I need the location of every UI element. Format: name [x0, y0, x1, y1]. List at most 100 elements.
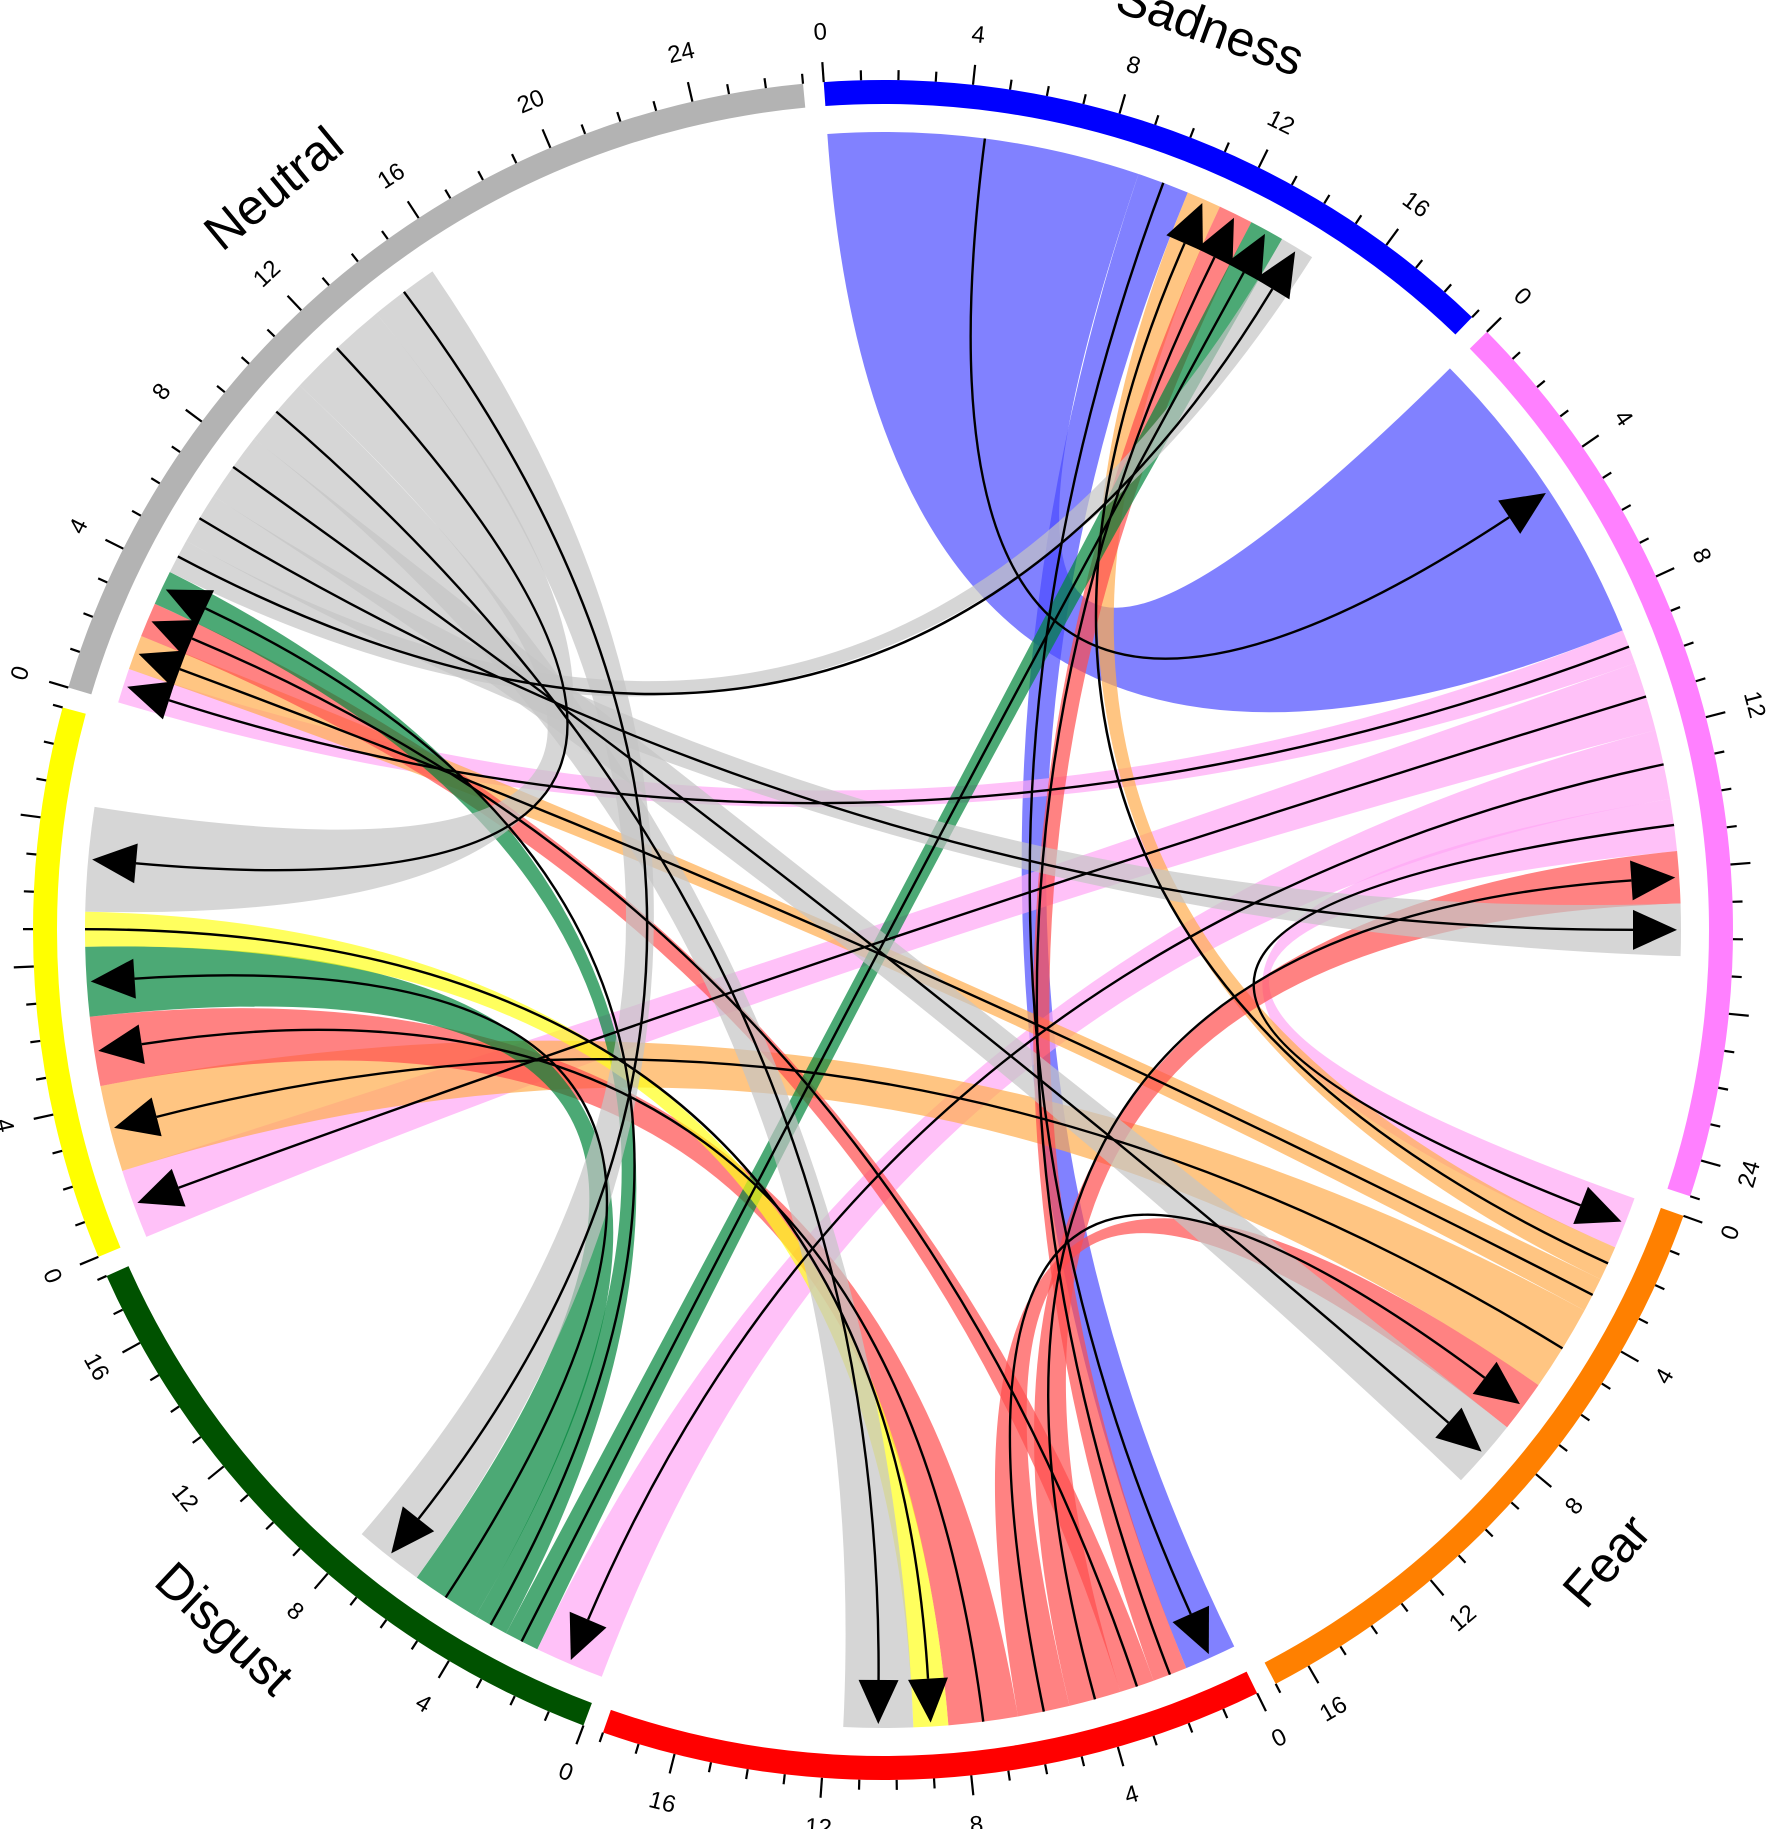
axis-tick [149, 1374, 160, 1382]
axis-tick [1705, 711, 1726, 719]
axis-tick [62, 1185, 74, 1191]
flow-line-neutral-to-fear [232, 465, 1450, 1424]
axis-tick [1007, 1770, 1011, 1781]
axis-tick [1510, 1501, 1520, 1510]
axis-tick [1724, 1049, 1735, 1054]
axis-tick [763, 78, 767, 89]
tick-label: 8 [1560, 1492, 1589, 1520]
axis-tick [1080, 1756, 1086, 1767]
axis-tick [509, 1695, 516, 1706]
axis-tick [1290, 175, 1298, 186]
axis-tick [541, 128, 552, 149]
axis-tick [819, 1777, 824, 1798]
axis-tick [406, 200, 420, 219]
arrowhead-neutral-to-anger [858, 1679, 899, 1724]
axis-tick [726, 84, 731, 95]
tick-label: 0 [37, 1265, 67, 1288]
axis-tick [30, 1039, 41, 1044]
chord-ribbon-neutral-to-anger [254, 385, 914, 1728]
axis-tick [1654, 1284, 1665, 1291]
axis-tick [668, 1753, 676, 1774]
arrowhead-surprise-to-disgust [569, 1611, 607, 1661]
arrowhead-fear-to-neutral [138, 650, 187, 688]
axis-tick [1721, 787, 1732, 792]
sector-arc-joy [32, 707, 121, 1257]
flow-line-surprise-to-disgust [586, 763, 1664, 1621]
axis-tick [97, 1274, 108, 1282]
axis-tick [240, 356, 250, 365]
axis-tick [1354, 214, 1363, 225]
flow-line-neutral-to-disgust [402, 291, 649, 1520]
sector-label-sadness: Sadness [1109, 0, 1311, 87]
flow-line-fear-to-sadness [1094, 242, 1609, 1265]
flow-line-fear-to-joy [156, 1057, 1564, 1350]
axis-tick [313, 1572, 329, 1590]
arrowhead-anger-to-fear [1472, 1361, 1520, 1405]
axis-tick [745, 1768, 749, 1780]
arrowhead-anger-to-neutral [151, 620, 200, 657]
axis-tick [477, 170, 484, 181]
axis-tick [686, 81, 694, 102]
axis-tick [1484, 1528, 1494, 1538]
arrowhead-anger-to-joy [98, 1024, 145, 1064]
axis-tick [934, 71, 938, 82]
axis-tick [1257, 149, 1269, 169]
chord-ribbon-fear-to-joy [100, 1040, 1585, 1386]
flow-line-disgust-to-joy [134, 974, 609, 1599]
tick-label: 4 [970, 21, 986, 49]
axis-tick [1339, 1645, 1347, 1656]
axis-tick [265, 1521, 275, 1531]
tick-label: 24 [665, 37, 697, 69]
arrowhead-neutral-to-sadness [1255, 251, 1296, 300]
axis-tick [1601, 1382, 1611, 1390]
axis-tick [1256, 1692, 1267, 1712]
arrowhead-disgust-to-neutral [165, 589, 215, 627]
axis-tick [1486, 316, 1502, 333]
chord-ribbon-neutral-to-joy [85, 313, 574, 913]
axis-tick [1154, 114, 1160, 126]
tick-label: 4 [0, 1116, 19, 1135]
tick-label: 20 [1764, 1004, 1766, 1033]
axis-tick [1323, 194, 1331, 205]
sector-label-disgust: Disgust [145, 1551, 305, 1706]
chord-ribbon-fear-to-sadness [1096, 192, 1616, 1280]
axis-tick [475, 1678, 483, 1689]
axis-tick [1620, 1350, 1640, 1363]
flow-line-sadness-to-anger [1028, 182, 1192, 1615]
axis-tick [207, 1465, 225, 1480]
flow-line-anger-to-surprise [1047, 879, 1632, 1700]
axis-tick [1700, 1159, 1721, 1167]
flow-line-sadness-to-surprise [969, 138, 1510, 660]
axis-tick [634, 1743, 640, 1754]
axis-tick [26, 1002, 37, 1006]
axis-tick [43, 740, 54, 745]
arrowhead-sadness-to-surprise [1498, 492, 1546, 534]
axis-tick [410, 1640, 419, 1650]
axis-tick [321, 277, 330, 287]
arrowhead-anger-to-surprise [1630, 860, 1676, 901]
axis-tick [652, 100, 658, 112]
axis-tick [1443, 283, 1452, 293]
tick-label: 16 [78, 1349, 115, 1385]
tick-label: 8 [968, 1811, 984, 1829]
tick-label: 0 [6, 663, 36, 684]
axis-tick [444, 189, 452, 199]
arrowhead-fear-to-joy [114, 1097, 162, 1137]
arrowhead-disgust-to-joy [90, 958, 136, 999]
axis-tick [74, 1221, 86, 1227]
axis-tick [79, 1255, 99, 1266]
arrowhead-neutral-to-disgust [391, 1506, 435, 1554]
axis-tick [1731, 975, 1742, 979]
tick-label: 4 [1649, 1364, 1679, 1389]
arrowhead-surprise-to-joy [137, 1168, 186, 1207]
tick-label: 0 [813, 18, 828, 46]
axis-tick [131, 509, 142, 517]
axis-tick [1307, 1665, 1320, 1684]
tick-label: 20 [513, 84, 548, 119]
arrowhead-surprise-to-neutral [127, 681, 176, 720]
flow-line-neutral-to-sadness [177, 288, 1274, 696]
tick-label: 4 [411, 1689, 436, 1719]
axis-tick [292, 1547, 301, 1557]
axis-tick [1118, 94, 1127, 114]
axis-tick [1670, 606, 1681, 612]
